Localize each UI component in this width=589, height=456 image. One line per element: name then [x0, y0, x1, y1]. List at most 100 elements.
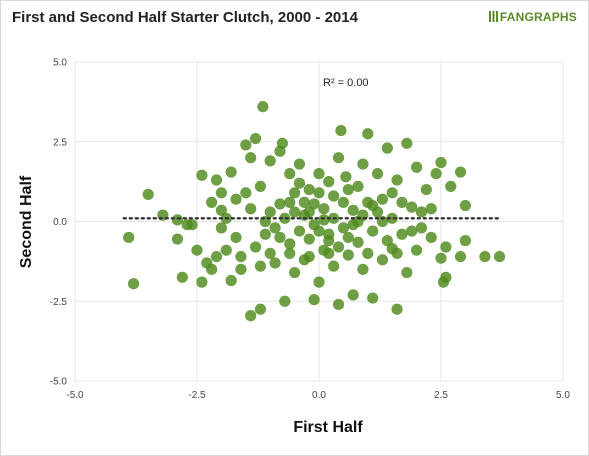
data-point	[171, 233, 184, 245]
data-point	[479, 250, 491, 263]
data-point	[289, 206, 301, 218]
data-point	[235, 263, 247, 275]
data-point	[215, 222, 227, 234]
data-point	[386, 187, 398, 199]
y-tick-label: 0.0	[53, 217, 67, 228]
data-point	[259, 228, 271, 240]
data-point	[342, 231, 354, 244]
data-point	[181, 219, 193, 231]
data-point	[411, 161, 423, 173]
data-point	[391, 303, 403, 315]
data-point	[391, 247, 403, 259]
data-point	[332, 298, 345, 311]
data-point	[289, 187, 301, 199]
data-point	[420, 184, 432, 196]
data-point	[303, 184, 315, 196]
data-point	[342, 249, 354, 261]
data-point	[435, 252, 447, 264]
chart-title: First and Second Half Starter Clutch, 20…	[12, 9, 358, 26]
data-point	[386, 212, 398, 224]
data-point	[415, 222, 428, 234]
logo-text: FANGRAPHS	[499, 10, 577, 24]
data-point	[332, 241, 345, 253]
data-point	[335, 124, 347, 137]
data-point	[440, 241, 452, 253]
data-point	[298, 196, 310, 208]
y-tick-label: 5.0	[53, 58, 67, 69]
y-axis-title: Second Half	[18, 175, 35, 268]
data-point	[323, 247, 335, 259]
data-point	[254, 260, 267, 272]
data-point	[220, 244, 232, 256]
data-point	[376, 215, 389, 228]
data-point	[225, 274, 237, 287]
data-point	[230, 231, 242, 244]
data-point	[284, 247, 296, 259]
data-point	[406, 225, 418, 237]
data-point	[406, 201, 418, 213]
data-point	[196, 276, 208, 288]
data-point	[371, 206, 384, 218]
data-point	[340, 171, 352, 183]
r-squared-annotation: R² = 0.00	[323, 77, 369, 89]
data-point	[445, 180, 457, 193]
data-point	[269, 222, 281, 234]
data-point	[459, 199, 471, 212]
data-point	[337, 222, 349, 234]
data-point	[411, 244, 423, 256]
x-axis-title: First Half	[293, 419, 363, 436]
logo-bars-icon	[488, 11, 498, 22]
data-point	[274, 231, 286, 244]
data-point	[332, 152, 345, 164]
data-point	[276, 137, 288, 149]
data-point	[249, 132, 262, 145]
data-point	[401, 137, 413, 149]
data-point	[396, 228, 408, 240]
data-point	[245, 310, 257, 322]
data-point	[396, 196, 408, 208]
data-point	[210, 250, 223, 263]
data-point	[381, 235, 393, 247]
data-point	[264, 155, 276, 167]
data-point	[293, 225, 306, 237]
data-point	[274, 198, 286, 210]
data-point	[249, 241, 262, 253]
data-point	[142, 188, 154, 200]
data-point	[328, 190, 340, 202]
data-point	[347, 204, 359, 216]
data-point	[245, 203, 257, 215]
data-point	[367, 292, 379, 304]
data-point	[293, 158, 306, 170]
data-point	[347, 289, 359, 301]
data-point	[323, 235, 335, 247]
data-point	[176, 271, 188, 283]
data-point	[264, 206, 276, 218]
data-point	[210, 174, 223, 186]
data-point	[313, 168, 325, 180]
data-point	[328, 260, 340, 272]
x-tick-label: 0.0	[312, 390, 326, 401]
data-point	[240, 139, 252, 151]
data-point	[240, 187, 252, 199]
data-point	[493, 250, 506, 263]
data-point	[284, 196, 296, 208]
y-tick-label: 2.5	[53, 137, 67, 148]
data-point	[201, 257, 213, 269]
data-point	[303, 233, 315, 245]
data-point	[245, 152, 257, 164]
data-point	[279, 295, 291, 307]
data-point	[230, 193, 242, 205]
data-point	[337, 196, 349, 208]
data-point	[257, 101, 269, 113]
data-points	[123, 101, 506, 322]
data-point	[425, 203, 437, 215]
data-point	[425, 231, 437, 244]
data-point	[318, 214, 330, 226]
data-point	[391, 174, 403, 186]
data-point	[171, 214, 184, 226]
data-point	[254, 180, 267, 193]
y-tick-label: -2.5	[50, 297, 68, 308]
data-point	[289, 266, 301, 279]
data-point	[435, 156, 447, 169]
